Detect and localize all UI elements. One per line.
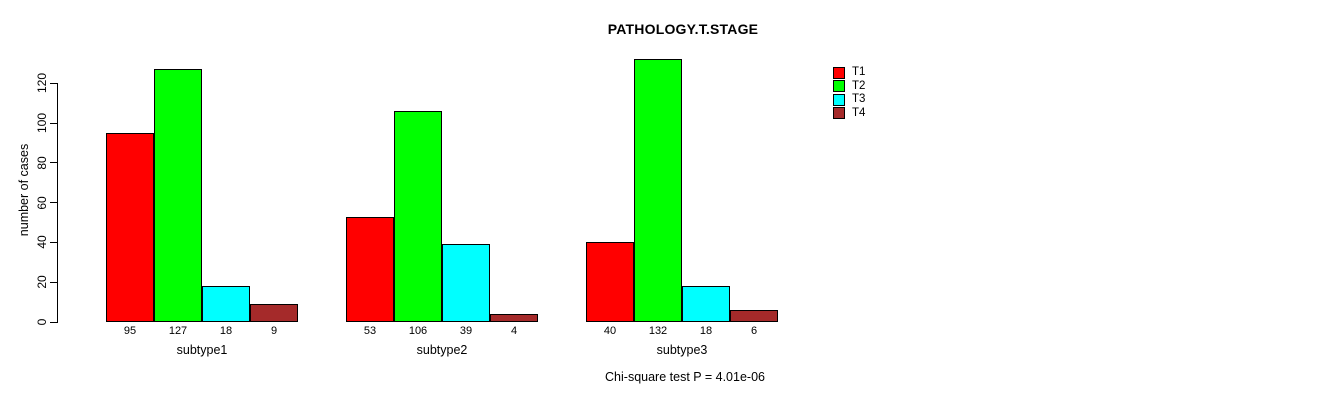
y-axis-tick: [50, 82, 57, 84]
y-axis-tick: [50, 122, 57, 124]
bar-t2-subtype2: [394, 111, 442, 322]
legend-swatch-t1: [833, 66, 845, 79]
bar-value-label: 9: [270, 325, 278, 337]
legend-swatch-t4: [833, 107, 845, 120]
category-label: subtype3: [656, 343, 708, 357]
y-axis-tick: [50, 241, 57, 243]
category-label: subtype2: [416, 343, 468, 357]
legend-item-t4: T4: [833, 107, 865, 121]
y-tick-label: 0: [35, 318, 49, 326]
legend-item-t3: T3: [833, 93, 865, 107]
chart-title: PATHOLOGY.T.STAGE: [607, 21, 759, 37]
legend-item-t1: T1: [833, 66, 865, 80]
bar-t4-subtype1: [250, 304, 298, 322]
bar-value-label: 106: [408, 325, 428, 337]
bar-value-label: 18: [699, 325, 713, 337]
y-tick-label: 40: [35, 235, 49, 250]
bar-t1-subtype1: [106, 132, 154, 322]
legend-swatch-t3: [833, 93, 845, 106]
bar-value-label: 4: [510, 325, 518, 337]
y-tick-label: 100: [35, 112, 49, 134]
legend-swatch-t2: [833, 80, 845, 93]
bar-value-label: 132: [648, 325, 668, 337]
legend-label: T2: [852, 79, 866, 92]
bar-t2-subtype1: [154, 69, 202, 322]
bar-value-label: 18: [219, 325, 233, 337]
y-tick-label: 60: [35, 195, 49, 210]
y-tick-label: 20: [35, 275, 49, 289]
bar-t3-subtype2: [442, 244, 490, 322]
y-axis-tick: [50, 281, 57, 283]
legend-label: T1: [852, 66, 866, 78]
chi-square-annotation: Chi-square test P = 4.01e-06: [605, 370, 765, 384]
category-label: subtype1: [176, 343, 228, 357]
y-axis-tick: [50, 162, 57, 164]
bar-t4-subtype3: [730, 310, 778, 322]
y-axis-tick: [50, 202, 57, 204]
legend-label: T4: [852, 106, 866, 119]
bar-t3-subtype1: [202, 286, 250, 322]
legend-label: T3: [852, 93, 866, 105]
y-axis-line: [57, 83, 58, 323]
bar-value-label: 39: [459, 325, 473, 337]
y-axis-tick: [50, 321, 57, 323]
bar-t4-subtype2: [490, 314, 538, 322]
bar-value-label: 40: [603, 325, 617, 337]
bar-t3-subtype3: [682, 286, 730, 322]
bar-t1-subtype2: [346, 216, 394, 322]
bar-value-label: 53: [363, 325, 377, 337]
y-tick-label: 120: [35, 73, 49, 94]
bar-value-label: 95: [123, 325, 137, 337]
bar-t1-subtype3: [586, 242, 634, 322]
bar-t2-subtype3: [634, 59, 682, 322]
legend: T1 T2 T3 T4: [833, 66, 865, 120]
legend-item-t2: T2: [833, 80, 865, 94]
bar-value-label: 127: [168, 325, 188, 337]
bar-value-label: 6: [750, 325, 758, 337]
y-tick-label: 80: [35, 156, 49, 170]
